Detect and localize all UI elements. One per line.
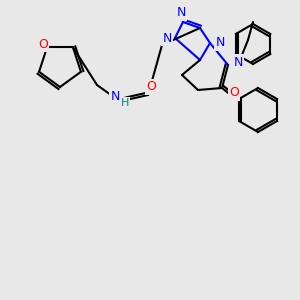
Text: N: N (215, 37, 225, 50)
Text: N: N (162, 32, 172, 44)
Text: N: N (110, 91, 120, 103)
Text: O: O (146, 80, 156, 94)
Text: O: O (38, 38, 48, 51)
Text: O: O (229, 86, 239, 100)
Text: N: N (176, 7, 186, 20)
Text: H: H (121, 98, 129, 108)
Text: N: N (233, 56, 243, 68)
